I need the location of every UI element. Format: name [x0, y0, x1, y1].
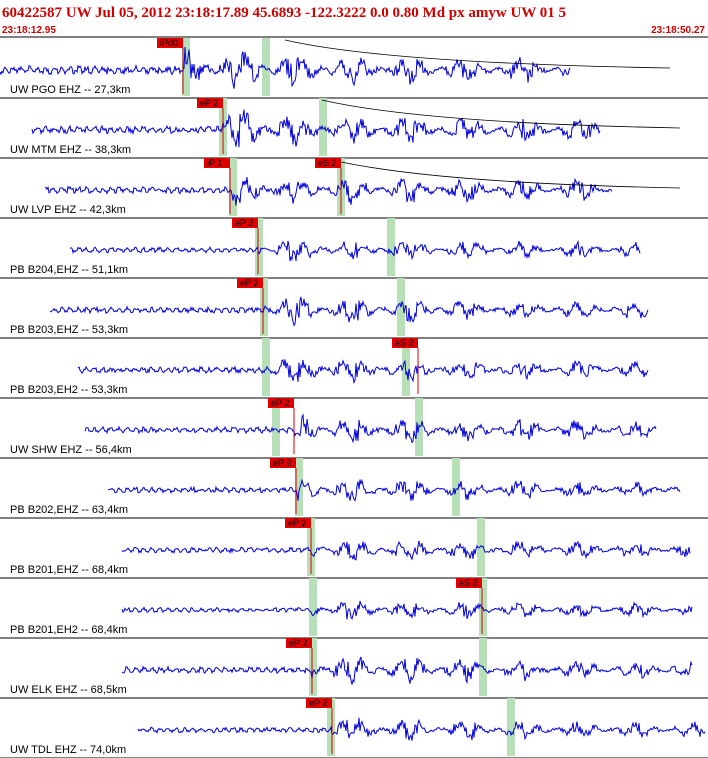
trace-label: PB B203,EHZ -- 53,3km [10, 324, 128, 336]
pick-label: eP 2 [271, 398, 289, 408]
pick-marker [315, 158, 341, 168]
trace-label: UW MTM EHZ -- 38,3km [10, 144, 131, 156]
phase-band [262, 38, 270, 96]
waveform [121, 540, 691, 561]
pick-marker [232, 218, 258, 228]
phase-band [319, 98, 327, 156]
trace-label: UW SHW EHZ -- 56,4km [10, 444, 132, 456]
trace-label: UW TDL EHZ -- 74,0km [10, 744, 126, 756]
phase-band [295, 458, 303, 516]
waveform [121, 656, 693, 685]
pick-label: eS 2 [318, 158, 337, 168]
phase-band [452, 458, 460, 516]
trace-label: PB B203,EH2 -- 53,3km [10, 384, 127, 396]
trace-label: PB B204,EHZ -- 51,1km [10, 264, 128, 276]
phase-band [309, 638, 317, 696]
phase-band [272, 398, 280, 456]
pick-marker [392, 338, 418, 348]
waveform [49, 296, 649, 327]
phase-band [260, 278, 268, 336]
waveform [31, 109, 601, 148]
pick-label: eP 2 [288, 518, 306, 528]
pick-label: eS 2 [395, 338, 414, 348]
trace-label: PB B202,EHZ -- 63,4km [10, 504, 128, 516]
pick-marker [268, 398, 294, 408]
pick-marker [270, 458, 296, 468]
phase-band [182, 38, 190, 96]
coda-curve [284, 39, 671, 69]
trace-label: UW PGO EHZ -- 27,3km [10, 84, 130, 96]
phase-band [477, 518, 485, 576]
phase-band [507, 698, 515, 756]
traces: iPd0 UW PGO EHZ -- 27,3km eP 2 UW MTM EHZ -… [0, 38, 708, 758]
pick-marker [237, 278, 263, 288]
event-title: 60422587 UW Jul 05, 2012 23:18:17.89 45.… [2, 5, 566, 21]
end-time: 23:18:50.27 [651, 25, 705, 36]
pick-marker [197, 98, 223, 108]
coda-curve [321, 99, 681, 129]
pick-marker [456, 578, 482, 588]
trace-label: PB B201,EH2 -- 68,4km [10, 624, 127, 636]
waveform [137, 717, 706, 741]
trace-label: PB B201,EHZ -- 68,4km [10, 564, 128, 576]
pick-marker [285, 518, 311, 528]
phase-band [229, 158, 237, 216]
waveform [69, 240, 641, 262]
coda-curve [331, 159, 681, 189]
waveform [121, 600, 693, 621]
trace-label: UW LVP EHZ -- 42,3km [10, 204, 126, 216]
pick-label: eS 2 [459, 578, 478, 588]
phase-band [255, 218, 263, 276]
pick-marker [286, 638, 312, 648]
waveform [0, 46, 571, 89]
pick-marker [204, 158, 230, 168]
pick-label: eP 2 [273, 458, 291, 468]
pick-label: eP 2 [240, 278, 258, 288]
phase-band [387, 218, 395, 276]
start-time: 23:18:12.95 [2, 25, 56, 36]
trace-label: UW ELK EHZ -- 68,5km [10, 684, 127, 696]
pick-label: eP 2 [289, 638, 307, 648]
phase-band [402, 338, 410, 396]
pick-label: iPd0 [160, 38, 178, 48]
pick-label: eP 2 [235, 218, 253, 228]
phase-band [262, 338, 270, 396]
phase-band [309, 578, 317, 636]
pick-label: eP 2 [309, 698, 327, 708]
pick-marker [157, 38, 183, 48]
pick-label: iP 1 [207, 158, 222, 168]
waveform [107, 478, 681, 502]
pick-marker [306, 698, 332, 708]
waveform [77, 359, 649, 385]
pick-label: eP 2 [200, 98, 218, 108]
waveform [84, 413, 657, 444]
